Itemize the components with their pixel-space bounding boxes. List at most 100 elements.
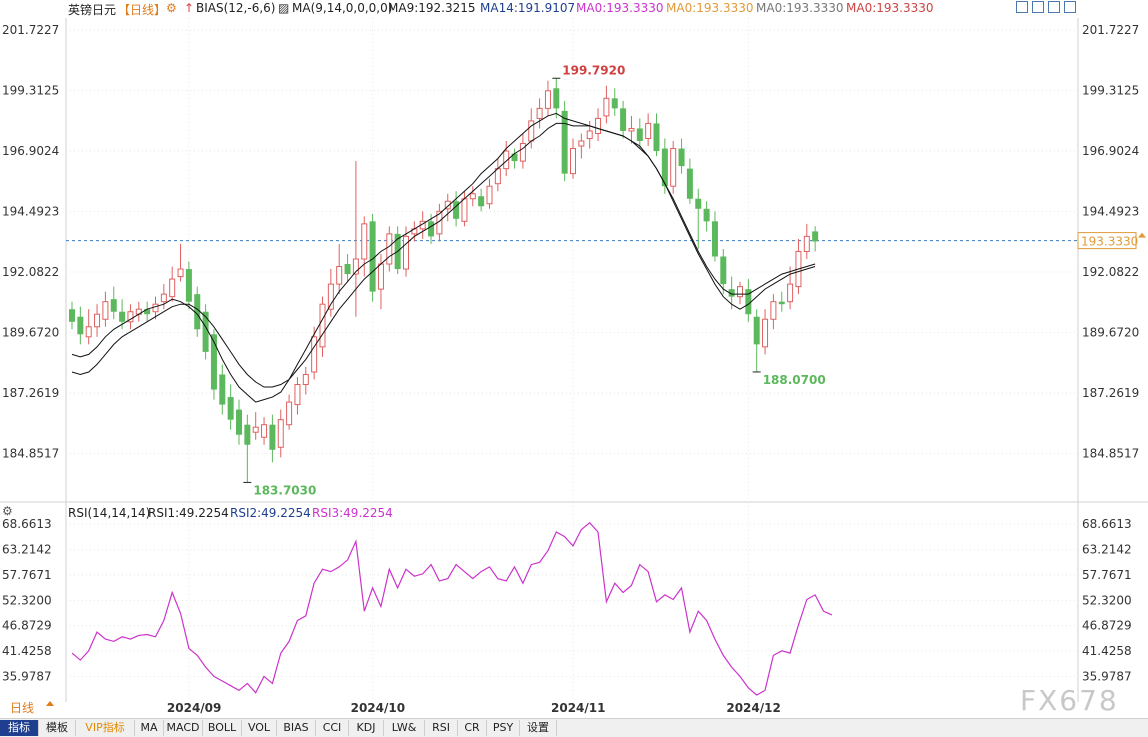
candle-body-down [227, 397, 234, 420]
ma9-line [71, 112, 816, 403]
candle [620, 100, 627, 139]
tab-lw[interactable]: LW& [384, 720, 425, 736]
candle [160, 284, 167, 310]
candle [661, 138, 668, 194]
candle-body-up [762, 318, 769, 348]
candle [185, 261, 192, 310]
candle [210, 329, 217, 400]
ma-params: MA(9,14,0,0,0,0) [292, 1, 393, 15]
ma9-value: MA9:192.3215 [388, 1, 476, 15]
candle [311, 326, 318, 380]
tab-indicators[interactable]: 指标 [0, 720, 39, 736]
candle-body-down [219, 374, 226, 405]
period-label[interactable]: 【日线】 [118, 3, 167, 17]
candle-body-down [686, 168, 693, 199]
tab-kdj[interactable]: KDJ [349, 720, 384, 736]
candle [102, 291, 109, 327]
candle-body-down [69, 309, 75, 322]
price-tick-label-left: 187.2619 [2, 386, 59, 400]
date-tick-label: 2024/09 [167, 701, 221, 715]
tab-rsi[interactable]: RSI [425, 720, 458, 736]
tab-templates[interactable]: 模板 [39, 720, 76, 736]
candle [236, 399, 242, 445]
tab-bias[interactable]: BIAS [277, 720, 316, 736]
candle-body-down [119, 311, 126, 322]
candle [277, 409, 284, 458]
rsi-tick-label-left: 46.8729 [2, 619, 52, 633]
rsi-tick-label-right: 41.4258 [1082, 644, 1132, 658]
candle [453, 191, 460, 227]
candle-body-up [277, 419, 284, 448]
rsi-tick-label-left: 63.2142 [2, 543, 52, 557]
candle-body-up [461, 198, 468, 222]
ma14-line [71, 122, 816, 388]
candle-body-down [110, 299, 117, 312]
candle [670, 141, 677, 194]
zoom-in-icon[interactable] [1016, 1, 1028, 13]
candle [595, 108, 602, 142]
price-tick-label-right: 187.2619 [1082, 386, 1139, 400]
price-chart[interactable]: 201.7227 201.7227 199.3125 199.3125 196.9024… [0, 0, 1148, 718]
ma14-value: MA14:191.9107 [480, 1, 576, 15]
candle [194, 286, 201, 337]
candle-body-down [210, 334, 217, 390]
price-tick-label-right: 184.8517 [1082, 447, 1139, 461]
settings-icon[interactable]: ⚙ [166, 1, 177, 15]
candle-body-up [503, 150, 510, 170]
candle-body-up [386, 233, 393, 265]
candle-body-up [152, 303, 159, 313]
tab-cci[interactable]: CCI [316, 720, 349, 736]
tab-boll[interactable]: BOLL [203, 720, 242, 736]
candle-body-down [695, 198, 702, 209]
rsi-tick-label-right: 57.7671 [1082, 568, 1132, 582]
candle-body-down [678, 148, 685, 167]
candle [561, 100, 568, 182]
candle-body-up [570, 148, 576, 175]
candle [653, 113, 660, 157]
low-annotation-right: 188.0700 [763, 373, 826, 387]
rsi1-value: RSI1:49.2254 [148, 506, 229, 520]
candle-body-down [511, 153, 518, 162]
period-tab-label: 日线 [10, 701, 34, 715]
tab-macd[interactable]: MACD [164, 720, 203, 736]
tab-cr[interactable]: CR [458, 720, 487, 736]
candle-body-up [327, 283, 334, 310]
candle-body-up [169, 278, 176, 298]
candle [628, 115, 635, 144]
candle [745, 279, 752, 322]
high-annotation: 199.7920 [562, 63, 625, 77]
rsi-settings-icon[interactable]: ⚙ [2, 504, 13, 518]
candle [361, 216, 368, 277]
candle [578, 133, 585, 159]
candle-body-up [595, 117, 602, 134]
rsi-tick-label-left: 57.7671 [2, 568, 52, 582]
candle [478, 188, 485, 212]
ma0-value-c: MA0:193.3330 [756, 1, 844, 15]
tab-psy[interactable]: PSY [487, 720, 520, 736]
rsi-tick-label-right: 52.3200 [1082, 593, 1132, 607]
tab-vip-indicators[interactable]: VIP指标 [76, 720, 135, 736]
fullscreen-icon[interactable] [1064, 1, 1076, 13]
candle-body-up [486, 185, 493, 205]
tab-vol[interactable]: VOL [242, 720, 277, 736]
chart-type-icon[interactable] [1032, 1, 1044, 13]
tab-ma[interactable]: MA [135, 720, 164, 736]
candle [77, 306, 84, 345]
candle [711, 211, 718, 262]
ma0-value-b: MA0:193.3330 [666, 1, 754, 15]
low-annotation-left: 183.7030 [253, 483, 316, 497]
candle [344, 253, 351, 282]
rsi-tick-label-right: 68.6613 [1082, 517, 1132, 531]
candle-body-up [160, 293, 167, 303]
tab-settings[interactable]: 设置 [520, 720, 557, 736]
candle-body-up [787, 283, 794, 303]
candle [69, 301, 75, 330]
indicator-icon[interactable] [1048, 1, 1060, 13]
candle-body-down [553, 88, 560, 109]
candle-body-down [661, 148, 668, 187]
price-tick-label-left: 201.7227 [2, 23, 59, 37]
candle [762, 309, 769, 355]
rsi-tick-label-left: 41.4258 [2, 644, 52, 658]
candle-body-down [369, 221, 376, 292]
candle [177, 243, 184, 282]
